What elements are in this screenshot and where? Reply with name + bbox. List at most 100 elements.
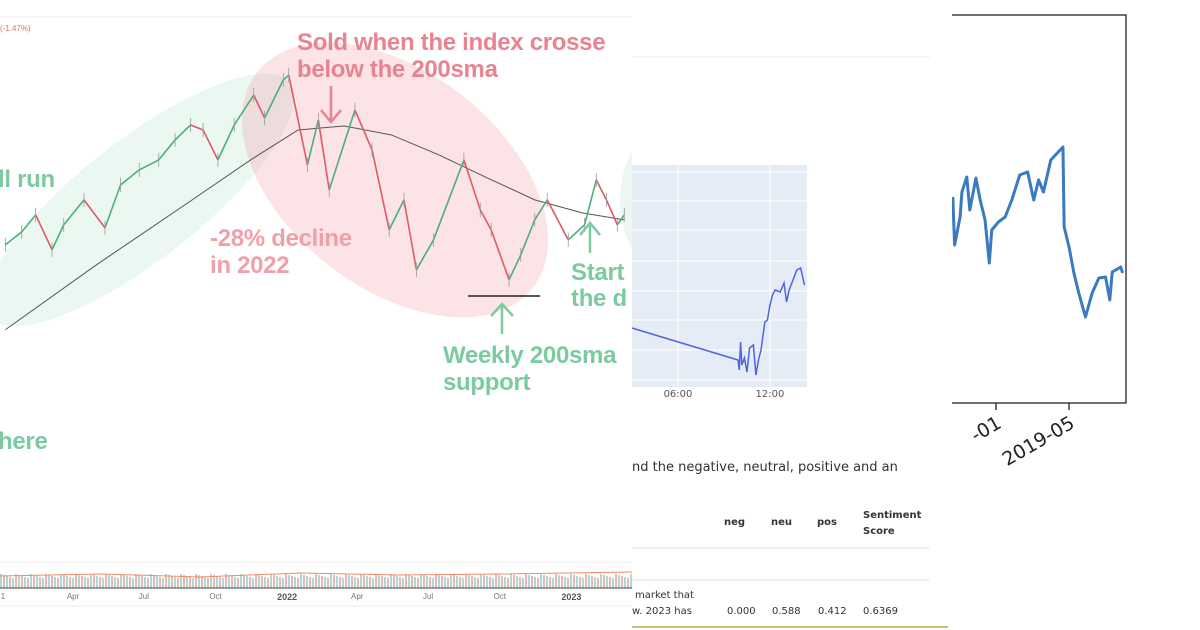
volume-bar: [111, 576, 113, 588]
volume-bar: [273, 575, 275, 588]
volume-bar: [486, 576, 488, 588]
volume-bar: [465, 574, 467, 588]
volume-bar: [390, 574, 392, 588]
volume-bar: [18, 575, 20, 588]
volume-bar: [135, 574, 137, 588]
volume-bar: [66, 576, 68, 588]
price-segment: [4, 231, 23, 246]
volume-bar: [57, 578, 59, 588]
cell-neg: 0.000: [727, 606, 756, 617]
change-percent: (-1.47%): [0, 24, 31, 33]
volume-bar: [108, 575, 110, 588]
intraday-line: [632, 266, 806, 376]
volume-bar: [294, 577, 296, 588]
volume-bar: [438, 575, 440, 588]
price-segment: [595, 179, 608, 201]
volume-bar: [33, 575, 35, 588]
volume-bar: [333, 575, 335, 588]
volume-bar: [177, 578, 179, 588]
arrow-up-icon: [490, 302, 514, 334]
volume-bar: [105, 574, 107, 588]
volume-bar: [369, 577, 371, 588]
volume-bar: [573, 575, 575, 588]
volume-bar: [411, 576, 413, 588]
volume-bar: [231, 576, 233, 588]
volume-bar: [528, 575, 530, 588]
volume-bar: [507, 578, 509, 588]
volume-bar: [627, 578, 629, 588]
price-segment: [403, 199, 418, 270]
volume-bar: [600, 574, 602, 588]
volume-bar: [339, 577, 341, 588]
volume-bar: [90, 574, 92, 588]
volume-bar: [579, 577, 581, 588]
volume-bar: [510, 574, 512, 588]
annotation-decline-line1: -28% decline: [210, 225, 352, 252]
volume-bar: [597, 578, 599, 588]
price-segment: [138, 159, 160, 171]
x-tick-label: Oct: [493, 592, 506, 601]
price-segment: [520, 219, 536, 256]
volume-bar: [453, 575, 455, 588]
volume-bar: [345, 574, 347, 588]
volume-bar: [78, 575, 80, 588]
volume-bar: [375, 574, 377, 588]
volume-bar: [531, 576, 533, 588]
price-segment: [83, 199, 106, 229]
volume-bar: [429, 577, 431, 588]
volume-bar: [222, 578, 224, 588]
volume-bar: [21, 576, 23, 588]
volume-bar: [618, 575, 620, 588]
volume-bar: [234, 577, 236, 588]
volume-bar: [84, 577, 86, 588]
volume-bar: [360, 574, 362, 588]
volume-bar: [48, 575, 50, 588]
price-segment: [233, 94, 255, 126]
price-segment: [190, 124, 204, 131]
annotation-sold-line1: Sold when the index crosse: [297, 29, 606, 56]
price-segment: [120, 169, 140, 186]
volume-bar: [495, 574, 497, 588]
price-segment: [263, 79, 285, 119]
volume-bar: [588, 575, 590, 588]
volume-bar: [534, 577, 536, 588]
volume-bar: [180, 574, 182, 588]
volume-bar: [192, 578, 194, 588]
volume-bar: [168, 575, 170, 588]
volume-bar: [147, 578, 149, 588]
x-tick-label: 06:00: [663, 389, 693, 400]
price-segment: [158, 139, 176, 161]
intro-text: nd the negative, neutral, positive and a…: [632, 460, 898, 475]
volume-bar: [546, 576, 548, 588]
cell-sentiment-score: 0.6369: [863, 606, 898, 617]
volume-bar: [603, 575, 605, 588]
x-tick-label: 2022: [277, 592, 298, 602]
price-segment: [534, 199, 548, 221]
volume-bar: [612, 578, 614, 588]
volume-bar: [72, 578, 74, 588]
annotation-start-line1: Start: [571, 259, 625, 286]
volume-bar: [561, 576, 563, 588]
volume-bar: [213, 575, 215, 588]
header-neu: neu: [771, 517, 793, 528]
volume-bar: [219, 577, 221, 588]
volume-bar: [348, 575, 350, 588]
volume-bar: [0, 574, 2, 588]
row-text-line2: w. 2023 has: [632, 606, 692, 617]
price-series: [4, 68, 625, 331]
volume-bar: [141, 576, 143, 588]
volume-bar: [414, 577, 416, 588]
volume-bar: [444, 577, 446, 588]
volume-bar: [39, 577, 41, 588]
volume-bar: [27, 578, 29, 588]
x-tick-marks: [995, 403, 1070, 410]
volume-bar: [321, 576, 323, 588]
volume-bar: [420, 574, 422, 588]
volume-bar: [3, 575, 5, 588]
volume-bar: [324, 577, 326, 588]
volume-bar: [246, 576, 248, 588]
volume-bar: [363, 575, 365, 588]
new-uptrend-zone: [620, 152, 632, 248]
price-segment: [287, 74, 309, 166]
volume-bar: [126, 576, 128, 588]
